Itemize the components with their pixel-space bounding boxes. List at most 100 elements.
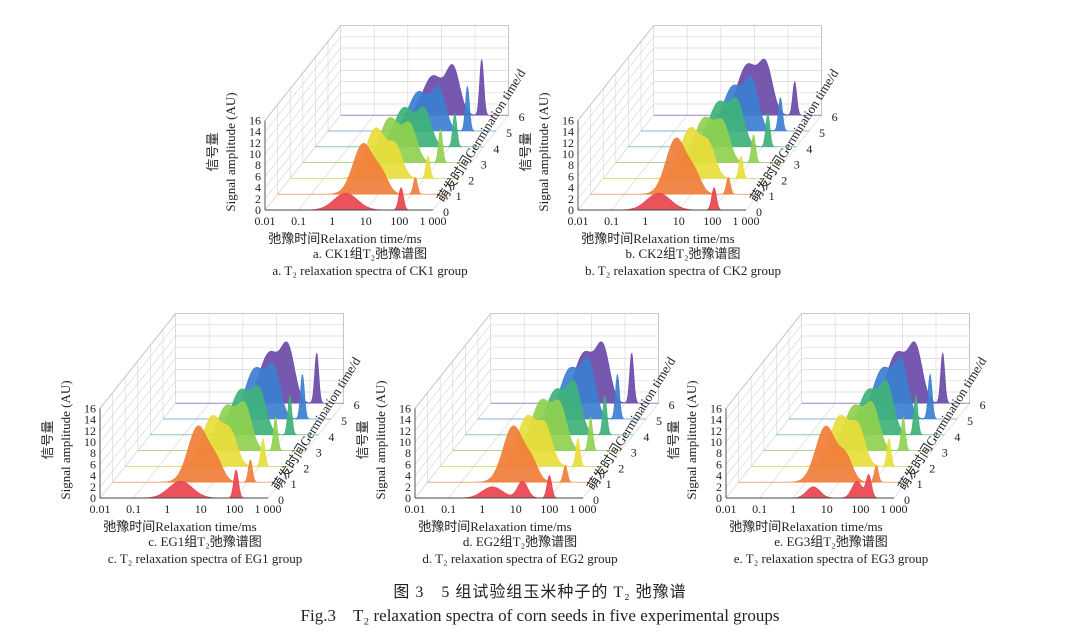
- y-tick-label: 4: [255, 181, 261, 195]
- figure-caption-cn: 图 3 5 组试验组玉米种子的 T₂ 弛豫谱: [393, 584, 687, 601]
- z-tick-label: 2: [929, 461, 935, 475]
- x-tick-label: 0.1: [126, 502, 141, 516]
- spectrum-day-2: [290, 127, 459, 179]
- z-tick-label: 4: [328, 430, 334, 444]
- x-tick-label: 0.01: [405, 502, 426, 516]
- y-tick-label: 12: [399, 424, 411, 438]
- spectrum-day-1: [112, 425, 281, 483]
- x-tick-label: 1 000: [255, 502, 282, 516]
- y-tick-label: 12: [249, 136, 261, 150]
- z-tick-label: 3: [316, 446, 322, 460]
- chart-panel-eg2: 0 2 4 6 8 10 12 14 16 0.01 0.1 1 10 100 1 000 0 1 2 3 4 5 6 Si…: [355, 288, 685, 578]
- z-tick-label: 0: [278, 493, 284, 507]
- z-tick-label: 3: [794, 158, 800, 172]
- y-tick-label: 16: [249, 113, 261, 127]
- x-tick-label: 1 000: [570, 502, 597, 516]
- y-tick-label: 14: [710, 413, 722, 427]
- panel-caption-en: c. T₂ relaxation spectra of EG1 group: [107, 551, 303, 566]
- z-tick-label: 5: [341, 414, 347, 428]
- x-tick-label: 0.1: [752, 502, 767, 516]
- z-tick-label: 0: [443, 205, 449, 219]
- y-tick-label: 0: [255, 203, 261, 217]
- y-axis-title-en: Signal amplitude (AU): [223, 92, 238, 211]
- y-tick-label: 4: [716, 469, 722, 483]
- x-tick-label: 1 000: [881, 502, 908, 516]
- panel-caption-en: d. T₂ relaxation spectra of EG2 group: [422, 551, 618, 566]
- y-axis-title-en: Signal amplitude (AU): [58, 380, 73, 499]
- z-tick-label: 6: [354, 398, 360, 412]
- z-tick-label: 1: [606, 477, 612, 491]
- z-tick-label: 1: [291, 477, 297, 491]
- y-tick-label: 8: [90, 446, 96, 460]
- y-tick-label: 10: [84, 435, 96, 449]
- y-tick-label: 8: [255, 158, 261, 172]
- spectrum-day-1: [590, 137, 759, 195]
- z-tick-label: 2: [781, 173, 787, 187]
- x-tick-label: 0.01: [568, 214, 589, 228]
- y-tick-label: 10: [249, 147, 261, 161]
- panel-caption-en: b. T₂ relaxation spectra of CK2 group: [585, 263, 781, 278]
- z-tick-label: 5: [506, 126, 512, 140]
- z-tick-label: 6: [832, 110, 838, 124]
- y-axis-title-en: Signal amplitude (AU): [684, 380, 699, 499]
- z-tick-label: 1: [917, 477, 923, 491]
- y-tick-label: 0: [90, 491, 96, 505]
- z-tick-label: 0: [593, 493, 599, 507]
- x-tick-label: 0.1: [604, 214, 619, 228]
- panel-caption-cn: e. EG3组T₂弛豫谱图: [774, 534, 888, 549]
- x-tick-label: 0.01: [716, 502, 737, 516]
- x-tick-label: 10: [821, 502, 833, 516]
- x-tick-label: 1: [164, 502, 170, 516]
- y-tick-label: 12: [84, 424, 96, 438]
- y-tick-label: 12: [562, 136, 574, 150]
- x-tick-label: 100: [851, 502, 869, 516]
- y-tick-label: 4: [405, 469, 411, 483]
- x-tick-label: 1 000: [420, 214, 447, 228]
- spectrum-day-2: [440, 414, 609, 467]
- panel-caption-cn: c. EG1组T₂弛豫谱图: [148, 534, 262, 549]
- z-tick-label: 6: [980, 398, 986, 412]
- y-tick-label: 4: [568, 181, 574, 195]
- z-tick-label: 1: [456, 189, 462, 203]
- x-tick-label: 1: [642, 214, 648, 228]
- y-tick-label: 2: [716, 480, 722, 494]
- y-axis-title-cn: 信号量: [40, 420, 55, 459]
- x-tick-label: 1 000: [733, 214, 760, 228]
- y-tick-label: 0: [568, 203, 574, 217]
- x-tick-label: 10: [195, 502, 207, 516]
- chart-panel-ck2: 0 2 4 6 8 10 12 14 16 0.01 0.1 1 10 100 1 000 0 1 2 3 4 5 6 Si…: [518, 0, 848, 290]
- x-tick-label: 10: [360, 214, 372, 228]
- y-tick-label: 10: [399, 435, 411, 449]
- chart-panel-ck1: 0 2 4 6 8 10 12 14 16 0.01 0.1 1 10 100 1 000 0 1 2 3 4 5 6 Si…: [205, 0, 535, 290]
- x-axis-title: 弛豫时间Relaxation time/ms: [268, 231, 421, 246]
- z-tick-label: 2: [618, 461, 624, 475]
- z-tick-label: 4: [954, 430, 960, 444]
- y-tick-label: 2: [568, 192, 574, 206]
- chart-panel-eg1: 0 2 4 6 8 10 12 14 16 0.01 0.1 1 10 100 1 000 0 1 2 3 4 5 6 Si…: [40, 288, 370, 578]
- x-axis-title: 弛豫时间Relaxation time/ms: [103, 519, 256, 534]
- z-tick-label: 5: [819, 126, 825, 140]
- spectrum-day-1: [738, 425, 907, 483]
- y-tick-label: 16: [399, 401, 411, 415]
- x-tick-label: 10: [673, 214, 685, 228]
- y-tick-label: 16: [562, 113, 574, 127]
- y-tick-label: 6: [405, 457, 411, 471]
- y-tick-label: 10: [562, 147, 574, 161]
- spectrum-day-1: [427, 425, 596, 483]
- panel-caption-cn: b. CK2组T₂弛豫谱图: [625, 246, 741, 261]
- x-tick-label: 10: [510, 502, 522, 516]
- x-tick-label: 100: [540, 502, 558, 516]
- y-tick-label: 16: [710, 401, 722, 415]
- panel-caption-cn: a. CK1组T₂弛豫谱图: [312, 246, 428, 261]
- y-tick-label: 6: [716, 457, 722, 471]
- y-tick-label: 10: [710, 435, 722, 449]
- y-tick-label: 4: [90, 469, 96, 483]
- z-tick-label: 4: [806, 142, 812, 156]
- panel-caption-cn: d. EG2组T₂弛豫谱图: [462, 534, 578, 549]
- x-tick-label: 100: [225, 502, 243, 516]
- y-tick-label: 12: [710, 424, 722, 438]
